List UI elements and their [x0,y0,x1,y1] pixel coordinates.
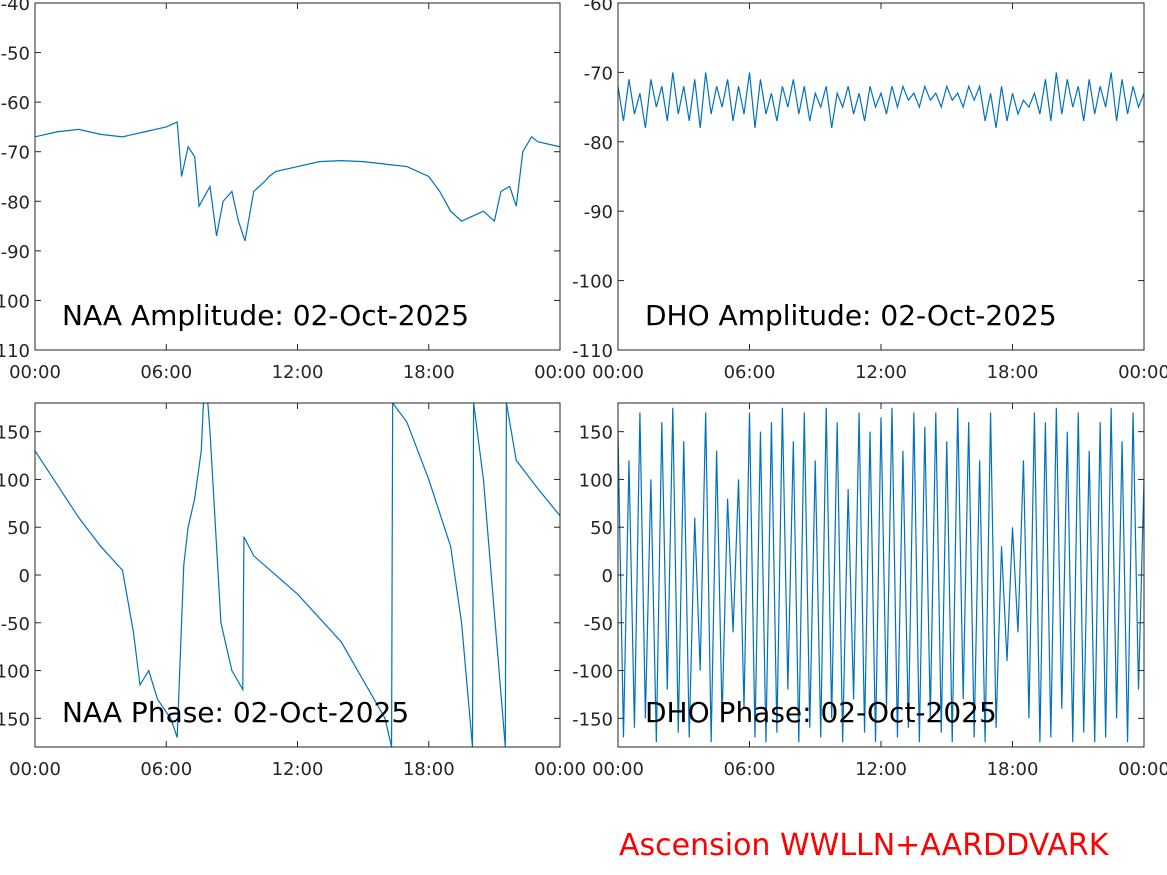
y-tick-label: 0 [19,566,30,587]
panel-title: DHO Phase: 02-Oct-2025 [645,696,997,729]
y-tick-label: 100 [579,470,613,491]
y-tick-label: -150 [572,709,613,730]
x-tick-label: 06:00 [724,759,776,780]
y-tick-label: -80 [584,133,613,154]
y-tick-label: -100 [572,272,613,293]
y-tick-label: -90 [1,242,30,263]
data-line [35,403,560,747]
data-line [618,407,1144,743]
panel: 00:00 06:00 12:00 18:00 00:00 150 100 50 0 -50 -10… [572,402,1167,780]
y-tick-label: -70 [584,63,613,84]
panel: 00:00 06:00 12:00 18:00 00:00 150 100 50 0 -50 -10… [0,402,586,780]
x-tick-label: 00:00 [534,362,586,383]
x-tick-label: 12:00 [272,362,324,383]
y-tick-label: -110 [0,341,30,362]
y-tick-label: -110 [572,341,613,362]
panel-title: NAA Amplitude: 02-Oct-2025 [62,299,469,332]
y-tick-label: -50 [1,44,30,65]
y-tick-label: 50 [7,518,30,539]
footer: Ascension WWLLN+AARDDVARK [619,828,1110,863]
x-tick-label: 00:00 [592,362,644,383]
y-tick-label: -90 [584,202,613,223]
panel: 00:00 06:00 12:00 18:00 00:00 -60 -70 -80 -90 -10… [572,0,1167,383]
x-tick-label: 12:00 [272,759,324,780]
y-tick-label: -80 [1,192,30,213]
data-line [618,72,1144,129]
y-tick-label: -50 [584,614,613,635]
x-tick-label: 00:00 [592,759,644,780]
y-tick-label: 100 [0,470,30,491]
y-tick-label: 150 [579,423,613,444]
panel: 00:00 06:00 12:00 18:00 00:00 -40 -50 -60 -70 -80… [0,0,586,383]
x-tick-label: 18:00 [403,759,455,780]
y-tick-label: 150 [0,423,30,444]
x-tick-label: 06:00 [724,362,776,383]
y-tick-label: 50 [590,518,613,539]
y-tick-label: -150 [0,709,30,730]
x-tick-label: 12:00 [855,759,907,780]
x-tick-label: 06:00 [140,759,192,780]
x-tick-label: 00:00 [9,759,61,780]
x-tick-label: 00:00 [1118,759,1167,780]
y-tick-label: -100 [572,662,613,683]
x-tick-label: 00:00 [534,759,586,780]
x-tick-label: 00:00 [9,362,61,383]
x-tick-label: 18:00 [987,759,1039,780]
y-tick-label: -60 [1,93,30,114]
panel-title: DHO Amplitude: 02-Oct-2025 [645,299,1057,332]
y-tick-label: -40 [1,0,30,15]
x-tick-label: 18:00 [403,362,455,383]
data-line [35,121,560,242]
y-tick-label: -70 [1,143,30,164]
x-tick-label: 12:00 [855,362,907,383]
x-tick-label: 18:00 [987,362,1039,383]
y-tick-label: -50 [1,614,30,635]
x-tick-label: 00:00 [1118,362,1167,383]
y-tick-label: -100 [0,662,30,683]
x-tick-label: 06:00 [140,362,192,383]
panel-title: NAA Phase: 02-Oct-2025 [62,696,409,729]
y-tick-label: -60 [584,0,613,15]
y-tick-label: -100 [0,291,30,312]
y-tick-label: 0 [602,566,613,587]
